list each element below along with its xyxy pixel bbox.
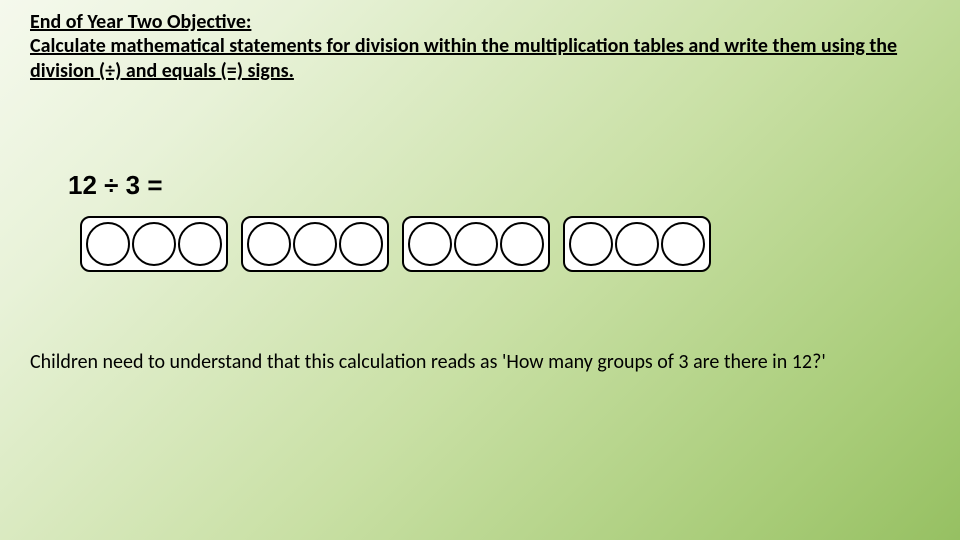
explanation-text: Children need to understand that this ca…: [30, 350, 930, 374]
objective-body: Calculate mathematical statements for di…: [30, 34, 930, 84]
group-box: [241, 216, 389, 272]
circle-icon: [293, 222, 337, 266]
circle-icon: [408, 222, 452, 266]
circle-icon: [132, 222, 176, 266]
circle-icon: [86, 222, 130, 266]
circle-icon: [178, 222, 222, 266]
circle-icon: [339, 222, 383, 266]
circle-icon: [661, 222, 705, 266]
objective-block: End of Year Two Objective: Calculate mat…: [30, 10, 930, 84]
groups-diagram: [80, 216, 711, 272]
circle-icon: [615, 222, 659, 266]
group-box: [80, 216, 228, 272]
group-box: [402, 216, 550, 272]
circle-icon: [500, 222, 544, 266]
circle-icon: [569, 222, 613, 266]
equation-text: 12 ÷ 3 =: [68, 170, 163, 201]
circle-icon: [247, 222, 291, 266]
slide: End of Year Two Objective: Calculate mat…: [0, 0, 960, 540]
group-box: [563, 216, 711, 272]
objective-title: End of Year Two Objective:: [30, 10, 930, 34]
circle-icon: [454, 222, 498, 266]
